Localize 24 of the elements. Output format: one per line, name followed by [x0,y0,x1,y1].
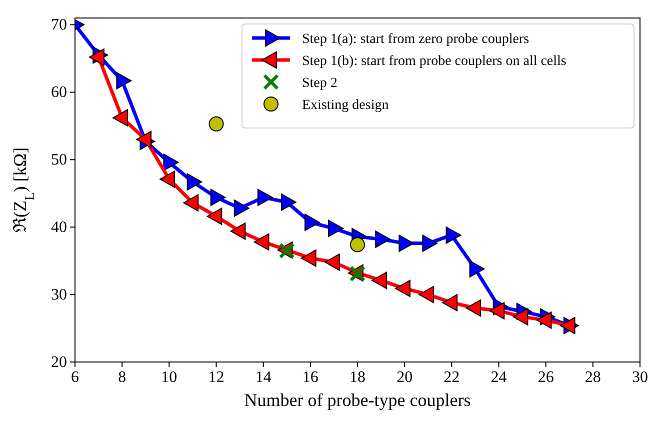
x-tick-label: 10 [161,369,178,386]
legend-label: Step 2 [302,76,338,91]
x-tick-label: 8 [118,369,126,386]
x-tick-label: 16 [302,369,318,386]
x-tick-label: 14 [255,369,272,386]
y-tick-label: 30 [51,286,67,304]
legend-label: Step 1(b): start from probe couplers on all cells [302,54,566,69]
y-tick-label: 20 [51,354,67,371]
x-tick-label: 28 [584,369,601,386]
legend-label: Existing design [302,98,389,113]
x-axis-title: Number of probe-type couplers [244,390,471,410]
legend-label: Step 1(a): start from zero probe couplers [302,32,530,47]
y-tick-label: 60 [51,84,67,102]
x-tick-label: 30 [632,369,648,386]
x-tick-label: 26 [538,369,554,386]
y-tick-label: 70 [51,16,67,34]
x-tick-label: 22 [444,369,460,386]
x-tick-label: 12 [208,369,224,386]
y-tick-label: 50 [51,152,67,169]
x-tick-label: 18 [350,369,366,386]
x-tick-label: 24 [490,369,507,386]
y-tick-label: 40 [51,219,67,236]
x-tick-label: 20 [396,369,413,386]
x-tick-label: 6 [71,369,79,386]
